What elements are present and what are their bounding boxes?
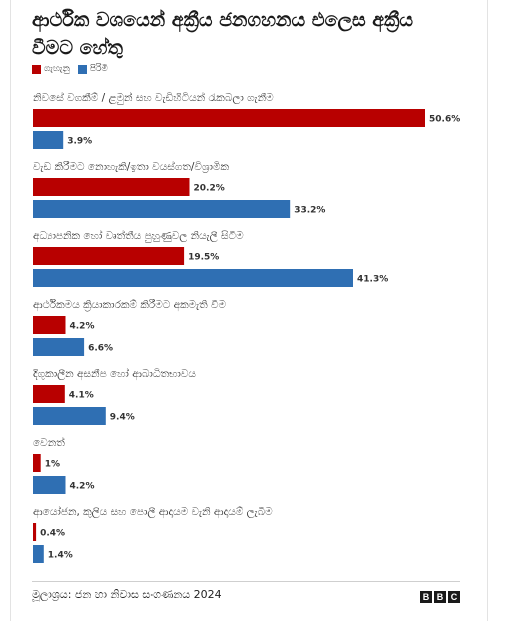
bbc-logo: B B C: [420, 591, 460, 603]
data-label-male: 33.2%: [294, 206, 325, 216]
category-label: අධ්‍යාපනික හෝ වෘත්තීය පුහුණුවල නියැලී සි…: [33, 228, 244, 243]
data-label-female: 20.2%: [194, 184, 225, 194]
category-label: නිවසේ වගකීම් / ළමුන් සහ වැඩිහිටියන් රැකබ…: [33, 90, 274, 105]
data-label-male: 41.3%: [357, 275, 388, 285]
bbc-logo-letter: B: [434, 591, 446, 603]
chart-title: ආර්ථික වශයෙන් අක්‍රීය ජනගහනය එලෙස අක්‍රී…: [32, 9, 414, 59]
bar-male: [33, 476, 66, 494]
data-label-female: 19.5%: [188, 253, 219, 263]
bar-female: [33, 523, 37, 541]
data-label-male: 6.6%: [88, 344, 113, 354]
data-label-female: 4.2%: [70, 322, 95, 332]
data-label-male: 3.9%: [67, 137, 92, 147]
bar-male: [33, 269, 353, 287]
footer-divider: [32, 581, 460, 582]
bar-male: [33, 131, 64, 149]
source-note: මූලාශ්‍රය: ජන හා නිවාස සංගණනය 2024: [32, 588, 222, 601]
legend-item-female: ගැහැනු: [32, 64, 70, 74]
legend-swatch-female: [32, 64, 41, 74]
bbc-logo-letter: C: [448, 591, 460, 603]
bar-female: [33, 178, 190, 196]
bbc-logo-letter: B: [420, 591, 432, 603]
legend-item-male: පිරිමි: [77, 64, 108, 74]
data-label-female: 0.4%: [40, 529, 65, 539]
bar-female: [33, 385, 65, 403]
legend-label-male: පිරිමි: [89, 64, 108, 74]
bar-female: [33, 316, 66, 334]
data-label-male: 9.4%: [110, 413, 135, 423]
data-label-female: 4.1%: [69, 391, 94, 401]
data-label-female: 1%: [45, 460, 60, 470]
bar-male: [33, 338, 85, 356]
bar-female: [33, 109, 425, 127]
data-label-female: 50.6%: [429, 115, 460, 125]
bar-female: [33, 247, 185, 265]
legend-swatch-male: [77, 64, 87, 74]
bar-male: [33, 407, 106, 425]
category-label: ආර්ථිකමය ක්‍රියාකාරකම් කිරීමට අකමැති වීම: [33, 298, 227, 312]
legend-label-female: ගැහැනු: [44, 64, 70, 74]
bar-male: [33, 545, 44, 563]
chart-frame: [10, 0, 488, 621]
data-label-male: 4.2%: [70, 482, 95, 492]
data-label-male: 1.4%: [48, 551, 73, 561]
bar-male: [33, 200, 291, 218]
category-label: වැඩ කිරීමට නොහැකි/ඉතා වයස්ගත/විශ්‍රාමික: [33, 159, 229, 173]
legend: ගැහැනු පිරිමි: [32, 62, 116, 76]
category-label: ආයෝජන, කුලිය සහ පොලී ආදායම වැනි ආදායම් ල…: [33, 504, 273, 519]
bar-female: [33, 454, 41, 472]
category-label: දිගුකාලීන අසනීප හෝ ආබාධිතභාවය: [32, 366, 196, 381]
category-label: වෙනත්: [33, 435, 65, 449]
